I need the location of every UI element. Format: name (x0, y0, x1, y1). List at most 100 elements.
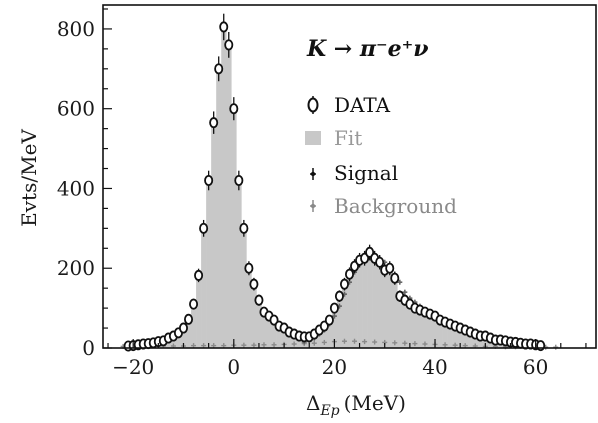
background-point (362, 339, 368, 345)
y-tick-label: 400 (57, 176, 95, 200)
background-point (442, 342, 448, 348)
fit-bar (180, 328, 187, 348)
x-tick-label: −20 (112, 355, 154, 379)
data-point (375, 255, 385, 270)
x-tick-label: 20 (322, 355, 347, 379)
legend-item-data: DATA (307, 93, 391, 117)
fit-bar (216, 68, 222, 348)
legend-item-fit: Fit (305, 126, 362, 150)
plot-frame (102, 4, 597, 349)
data-point (189, 298, 199, 310)
background-point (392, 340, 398, 346)
data-point (204, 170, 214, 191)
fit-bar (447, 324, 453, 348)
x-tick-label: 40 (422, 355, 447, 379)
fit-bar (201, 228, 207, 348)
data-point (249, 277, 259, 291)
fit-histogram (125, 26, 544, 349)
fit-bar (437, 320, 443, 348)
fit-bar (286, 332, 292, 348)
background-point (261, 342, 267, 348)
signal-point (402, 289, 408, 295)
legend-item-background: Background (310, 194, 457, 218)
x-axis-title-symbol: Δ (306, 391, 320, 415)
fit-bar (271, 320, 277, 348)
background-point (291, 341, 297, 347)
fit-bar (397, 296, 403, 348)
fit-bar (321, 326, 328, 348)
signal-point (331, 313, 337, 319)
fit-bar (206, 180, 212, 348)
data-point (390, 271, 400, 285)
fit-bar (175, 332, 182, 348)
fit-bar (316, 330, 323, 348)
legend: DATA Fit Signal Background (305, 93, 457, 218)
background-point (311, 340, 317, 346)
decay-annotation: K → π⁻e⁺ν (306, 36, 428, 62)
data-point (254, 294, 264, 306)
fit-bar (266, 316, 272, 348)
fit-bar (211, 122, 217, 348)
fit-bar (276, 326, 282, 348)
fit-bar (341, 284, 348, 348)
x-axis: −20 0 20 40 60 (107, 339, 587, 379)
fit-bar (196, 275, 202, 348)
legend-label-background: Background (334, 194, 457, 218)
y-tick-label: 800 (57, 17, 95, 41)
background-point (352, 338, 358, 344)
y-axis: 0 200 400 600 800 (57, 8, 112, 360)
fit-bar (291, 334, 297, 348)
fit-bar (417, 310, 423, 348)
fit-bar (281, 328, 287, 348)
data-point (219, 13, 229, 41)
data-point (209, 111, 219, 134)
background-point (271, 342, 277, 348)
data-point (229, 97, 239, 121)
data-point (194, 268, 204, 283)
y-tick-label: 0 (82, 336, 95, 360)
background-point (372, 339, 378, 345)
y-tick-label: 600 (57, 97, 95, 121)
fit-bar (186, 319, 192, 348)
data-point (329, 302, 339, 314)
fit-bar (452, 326, 458, 348)
fit-bar (457, 328, 463, 348)
data-point (334, 290, 344, 302)
fit-bar (191, 304, 197, 348)
fit-bar (331, 308, 338, 348)
data-point (184, 313, 194, 325)
background-point (412, 341, 418, 347)
fit-bar (170, 336, 177, 348)
fit-bar (231, 108, 237, 348)
fit-bar (412, 308, 418, 348)
fit-bar (407, 304, 413, 348)
fit-bar (462, 330, 469, 348)
fit-bar (372, 258, 378, 348)
fit-bar (382, 270, 388, 348)
data-point (214, 56, 224, 82)
fit-bar (387, 268, 393, 348)
fit-bar (477, 336, 484, 348)
background-point (341, 338, 347, 344)
fit-bar (251, 284, 257, 348)
legend-label-data: DATA (334, 93, 391, 117)
x-axis-title-unit: (MeV) (344, 391, 406, 415)
fit-bar (482, 336, 489, 348)
data-point (324, 314, 334, 326)
fit-bar (296, 336, 303, 348)
fit-bar (392, 278, 398, 348)
data-point (178, 322, 188, 334)
data-point (344, 267, 354, 281)
fit-bar (357, 260, 363, 348)
fit-bar (352, 266, 358, 348)
signal-point (397, 279, 403, 285)
fit-bar (422, 312, 428, 348)
legend-item-signal: Signal (310, 161, 398, 185)
fit-bar (326, 320, 333, 348)
fit-bar (236, 180, 242, 348)
fit-bar (336, 296, 343, 348)
fit-bar (442, 322, 448, 348)
x-axis-title-subscript: Ep (319, 403, 339, 419)
data-point (385, 261, 395, 276)
